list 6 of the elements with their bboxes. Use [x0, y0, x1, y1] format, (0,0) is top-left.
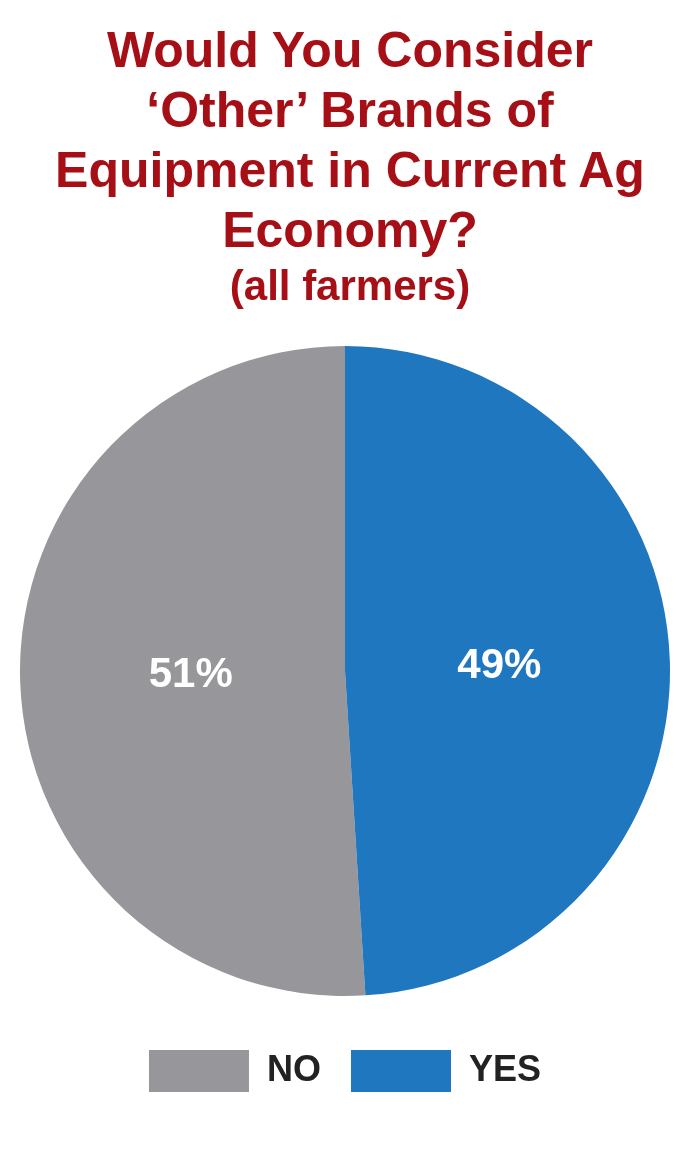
data-label: 49%	[457, 639, 542, 687]
legend-label: NO	[266, 1047, 321, 1089]
chart-subtitle: (all farmers)	[228, 261, 472, 311]
chart-title: Would You Consider ‘Other’ Brands of Equipment in Current Ag Economy?	[54, 21, 646, 260]
data-label: 51%	[148, 649, 233, 697]
legend-label: YES	[468, 1047, 542, 1089]
